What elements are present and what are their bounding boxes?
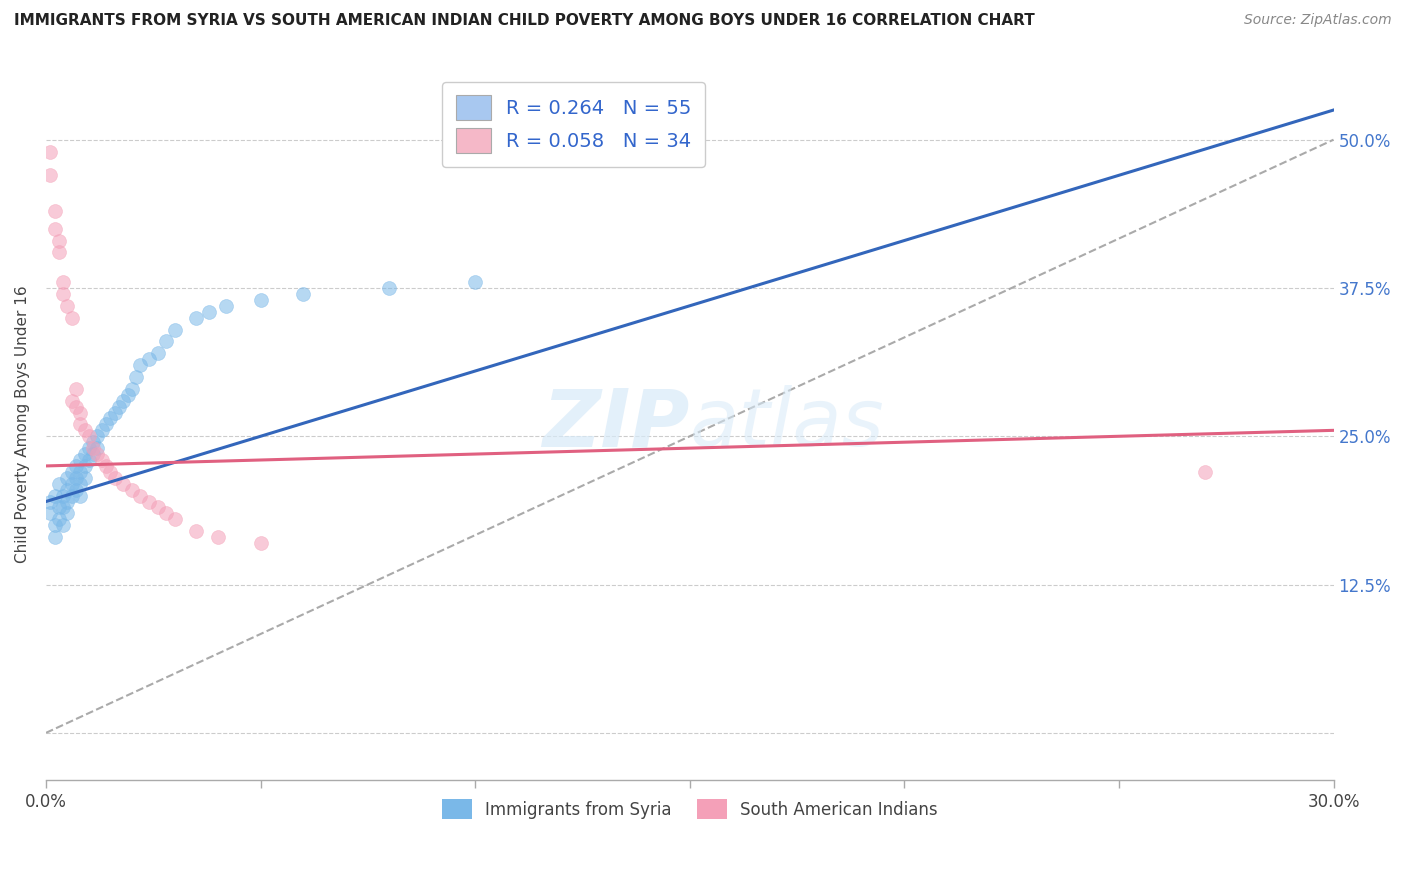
Point [44, 203, 66, 218]
Point [69, 453, 91, 467]
Point [48, 476, 70, 491]
Point [65, 458, 87, 473]
Point [48, 500, 70, 515]
Point [73, 423, 96, 437]
Point [52, 489, 75, 503]
Point [69, 489, 91, 503]
Point [65, 400, 87, 414]
Point [90, 453, 112, 467]
Point [73, 458, 96, 473]
Point [77, 429, 100, 443]
Point [1194, 465, 1216, 479]
Point [56, 299, 79, 313]
Point [56, 471, 79, 485]
Point [90, 423, 112, 437]
Point [69, 405, 91, 419]
Point [125, 370, 148, 384]
Point [39, 494, 62, 508]
Point [73, 447, 96, 461]
Point [44, 530, 66, 544]
Point [86, 441, 108, 455]
Point [146, 500, 169, 515]
Text: IMMIGRANTS FROM SYRIA VS SOUTH AMERICAN INDIAN CHILD POVERTY AMONG BOYS UNDER 16: IMMIGRANTS FROM SYRIA VS SOUTH AMERICAN … [14, 13, 1035, 29]
Point [69, 465, 91, 479]
Point [60, 465, 83, 479]
Point [129, 489, 152, 503]
Point [73, 471, 96, 485]
Point [112, 476, 135, 491]
Point [163, 322, 186, 336]
Point [82, 447, 104, 461]
Point [39, 145, 62, 159]
Point [98, 411, 121, 425]
Point [60, 393, 83, 408]
Point [198, 304, 221, 318]
Point [186, 310, 208, 325]
Point [48, 245, 70, 260]
Point [121, 483, 143, 497]
Point [112, 393, 135, 408]
Point [207, 530, 229, 544]
Point [249, 293, 271, 307]
Point [39, 169, 62, 183]
Legend: Immigrants from Syria, South American Indians: Immigrants from Syria, South American In… [436, 793, 945, 825]
Point [65, 471, 87, 485]
Point [44, 518, 66, 533]
Point [121, 382, 143, 396]
Point [69, 476, 91, 491]
Point [69, 417, 91, 432]
Point [48, 512, 70, 526]
Point [117, 388, 139, 402]
Point [77, 453, 100, 467]
Point [82, 441, 104, 455]
Point [44, 221, 66, 235]
Point [292, 287, 315, 301]
Point [52, 518, 75, 533]
Point [56, 483, 79, 497]
Point [104, 471, 127, 485]
Y-axis label: Child Poverty Among Boys Under 16: Child Poverty Among Boys Under 16 [15, 285, 30, 563]
Point [215, 299, 238, 313]
Point [65, 382, 87, 396]
Text: ZIP: ZIP [543, 385, 690, 464]
Point [94, 417, 117, 432]
Point [60, 476, 83, 491]
Point [82, 435, 104, 450]
Point [94, 458, 117, 473]
Point [52, 287, 75, 301]
Text: Source: ZipAtlas.com: Source: ZipAtlas.com [1244, 13, 1392, 28]
Point [464, 275, 486, 289]
Point [129, 358, 152, 372]
Point [138, 494, 160, 508]
Point [44, 489, 66, 503]
Point [186, 524, 208, 538]
Point [48, 234, 70, 248]
Point [56, 507, 79, 521]
Point [86, 429, 108, 443]
Point [98, 465, 121, 479]
Point [60, 489, 83, 503]
Point [155, 334, 177, 349]
Point [52, 275, 75, 289]
Point [86, 447, 108, 461]
Point [65, 483, 87, 497]
Text: atlas: atlas [690, 385, 884, 464]
Point [155, 507, 177, 521]
Point [146, 346, 169, 360]
Point [108, 400, 131, 414]
Point [52, 500, 75, 515]
Point [104, 405, 127, 419]
Point [378, 281, 401, 295]
Point [39, 507, 62, 521]
Point [163, 512, 186, 526]
Point [60, 310, 83, 325]
Point [56, 494, 79, 508]
Point [249, 536, 271, 550]
Point [77, 441, 100, 455]
Point [138, 352, 160, 367]
